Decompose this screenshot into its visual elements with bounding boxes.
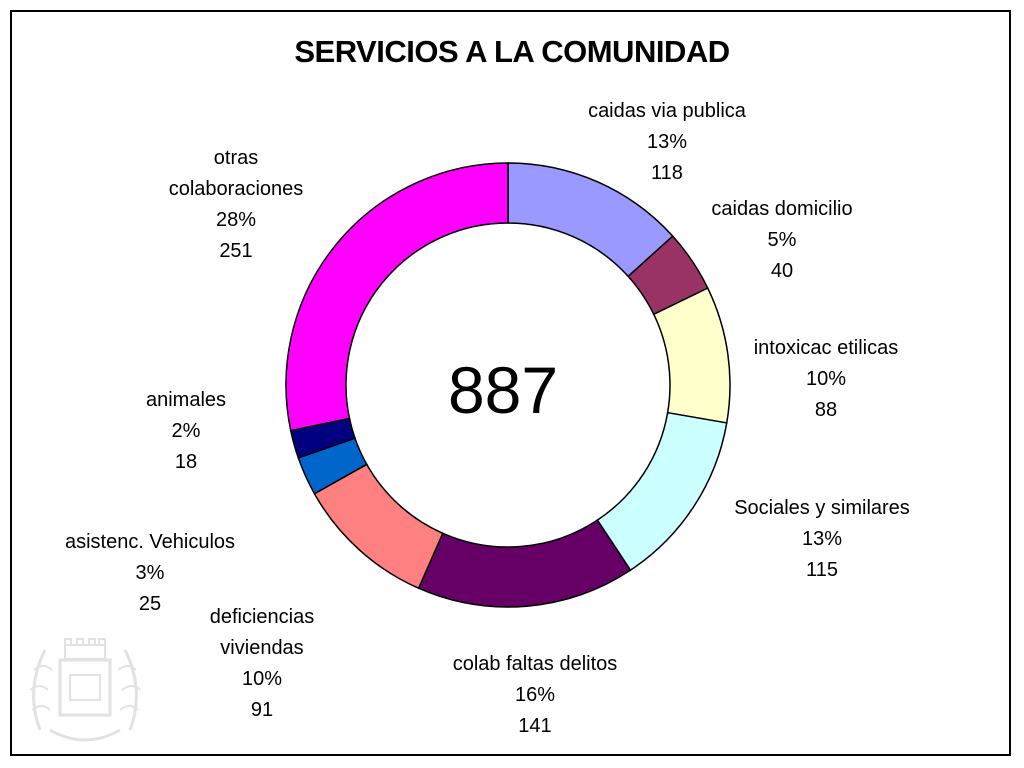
slice-label-value: 40 bbox=[770, 260, 794, 282]
slice-label-name: asistenc. Vehiculos bbox=[64, 531, 236, 553]
donut-slice bbox=[652, 287, 731, 424]
slice-label-value: 25 bbox=[138, 593, 162, 615]
slice-label-percent: 5% bbox=[767, 229, 797, 251]
slice-label-value: 18 bbox=[174, 451, 198, 473]
slice-label-percent: 10% bbox=[241, 668, 283, 690]
slice-label-name: caidas via publica bbox=[588, 100, 746, 122]
donut-slice bbox=[285, 162, 509, 432]
donut-center-total: 887 bbox=[447, 353, 559, 427]
slice-label-name: animales bbox=[145, 389, 227, 411]
slice-label: deficiencias viviendas 10% 91 bbox=[210, 602, 315, 726]
slice-label: asistenc. Vehiculos 3% 25 bbox=[65, 527, 235, 620]
slice-label-percent: 28% bbox=[215, 209, 257, 231]
slice-label-name: deficiencias bbox=[209, 606, 315, 628]
slice-label-name: colab faltas delitos bbox=[452, 653, 618, 675]
slice-label: animales 2% 18 bbox=[146, 385, 226, 478]
slice-label-name: Sociales y similares bbox=[734, 497, 910, 519]
slice-label-name: caidas domicilio bbox=[711, 198, 853, 220]
slice-label: otras colaboraciones 28% 251 bbox=[169, 143, 304, 267]
slice-label: Sociales y similares 13% 115 bbox=[734, 493, 910, 586]
donut-slice bbox=[596, 411, 728, 572]
slice-label-value: 251 bbox=[219, 240, 253, 262]
slice-label-value: 141 bbox=[518, 715, 552, 737]
slice-label: caidas via publica 13% 118 bbox=[588, 96, 746, 189]
slice-label: caidas domicilio 5% 40 bbox=[711, 194, 852, 287]
slice-label-percent: 13% bbox=[801, 528, 843, 550]
slice-label-percent: 3% bbox=[135, 562, 165, 584]
seal-watermark-icon bbox=[29, 638, 141, 742]
slice-label-percent: 16% bbox=[514, 684, 556, 706]
slice-label: colab faltas delitos 16% 141 bbox=[453, 649, 618, 742]
slice-label-value: 91 bbox=[250, 699, 274, 721]
chart-frame bbox=[10, 10, 1011, 756]
slice-label-value: 118 bbox=[651, 162, 683, 184]
slice-label-value: 115 bbox=[806, 559, 838, 581]
chart-title: SERVICIOS A LA COMUNIDAD bbox=[294, 34, 730, 69]
slice-label-percent: 2% bbox=[171, 420, 201, 442]
slice-label-percent: 13% bbox=[646, 131, 688, 153]
slice-label: intoxicac etilicas 10% 88 bbox=[754, 333, 899, 426]
slice-label-name: otras bbox=[213, 147, 259, 169]
slice-label-name: intoxicac etilicas bbox=[753, 337, 899, 359]
slice-label-percent: 10% bbox=[805, 368, 847, 390]
slice-label-name: viviendas bbox=[220, 637, 304, 659]
donut-slice bbox=[417, 519, 632, 608]
slice-label-name: colaboraciones bbox=[168, 178, 304, 200]
slice-label-value: 88 bbox=[814, 399, 838, 421]
